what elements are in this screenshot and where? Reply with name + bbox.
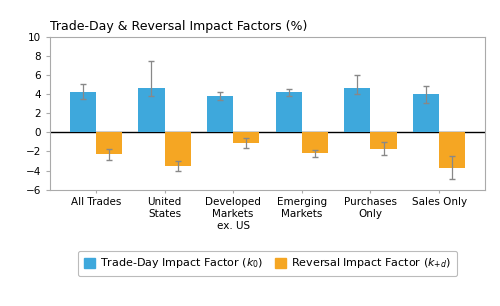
Bar [96, 132, 122, 154]
Bar [413, 94, 439, 132]
Bar [439, 132, 465, 168]
Bar [138, 88, 164, 132]
Bar [164, 132, 190, 166]
Bar [207, 96, 233, 132]
Bar [276, 92, 302, 132]
Bar [370, 132, 396, 149]
Legend: Trade-Day Impact Factor ($k_0$), Reversal Impact Factor ($k_{+d}$): Trade-Day Impact Factor ($k_0$), Reversa… [78, 251, 457, 276]
Bar [233, 132, 260, 143]
Bar [344, 88, 370, 132]
Bar [70, 92, 96, 132]
Bar [302, 132, 328, 153]
Text: Trade-Day & Reversal Impact Factors (%): Trade-Day & Reversal Impact Factors (%) [50, 20, 308, 33]
